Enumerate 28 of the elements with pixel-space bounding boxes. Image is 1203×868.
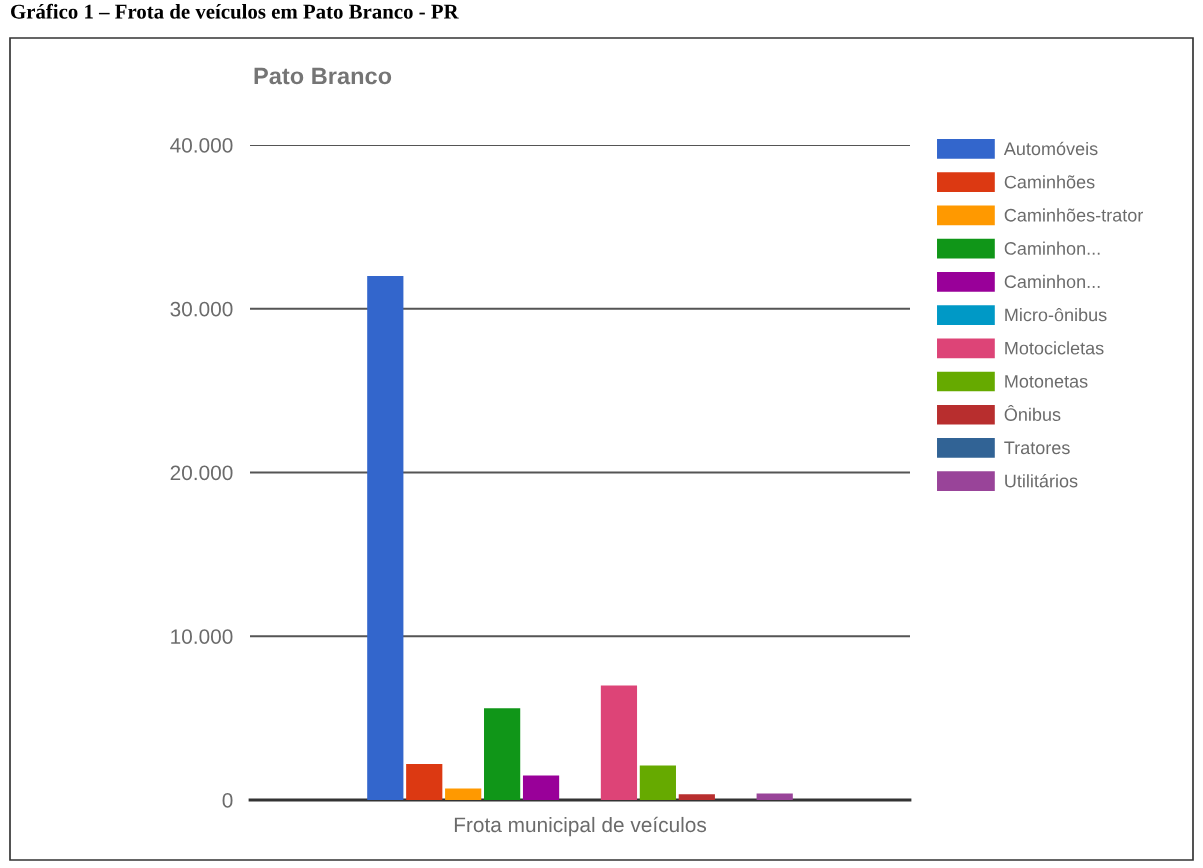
legend-label: Ônibus bbox=[1004, 405, 1061, 421]
bar bbox=[367, 276, 404, 800]
legend-label: Caminhões-trator bbox=[1004, 208, 1144, 222]
bar bbox=[756, 793, 793, 800]
bar bbox=[484, 708, 521, 800]
bar bbox=[406, 763, 443, 800]
bar bbox=[522, 775, 560, 800]
legend-label: Motonetas bbox=[1005, 375, 1088, 388]
text: Gráfico 1 – Frota de veículos em Pato Branco - PR bbox=[11, 3, 459, 19]
x-tick-label: Frota municipal de veículos bbox=[454, 816, 707, 837]
bar bbox=[600, 685, 638, 800]
y-tick-label: 0 bbox=[222, 793, 233, 808]
legend-label: Tratores bbox=[1004, 441, 1070, 455]
chart-title: Pato Branco bbox=[254, 67, 392, 85]
bar bbox=[639, 765, 676, 800]
bar bbox=[678, 794, 715, 800]
legend-label: Utilitários bbox=[1005, 473, 1078, 488]
legend-label: Motocicletas bbox=[1005, 341, 1104, 355]
legend-label: Caminhões bbox=[1004, 175, 1095, 189]
y-tick-label: 40.000 bbox=[170, 138, 233, 153]
legend-label: Micro-ônibus bbox=[1005, 307, 1107, 322]
y-tick-label: 10.000 bbox=[171, 629, 233, 644]
y-tick-label: 20.000 bbox=[170, 465, 233, 481]
legend-label: Caminhon... bbox=[1004, 274, 1100, 289]
bar bbox=[445, 788, 482, 800]
legend-label: Caminhon... bbox=[1004, 241, 1100, 255]
legend-label: Automóveis bbox=[1003, 141, 1098, 156]
y-tick-label: 30.000 bbox=[170, 301, 233, 317]
